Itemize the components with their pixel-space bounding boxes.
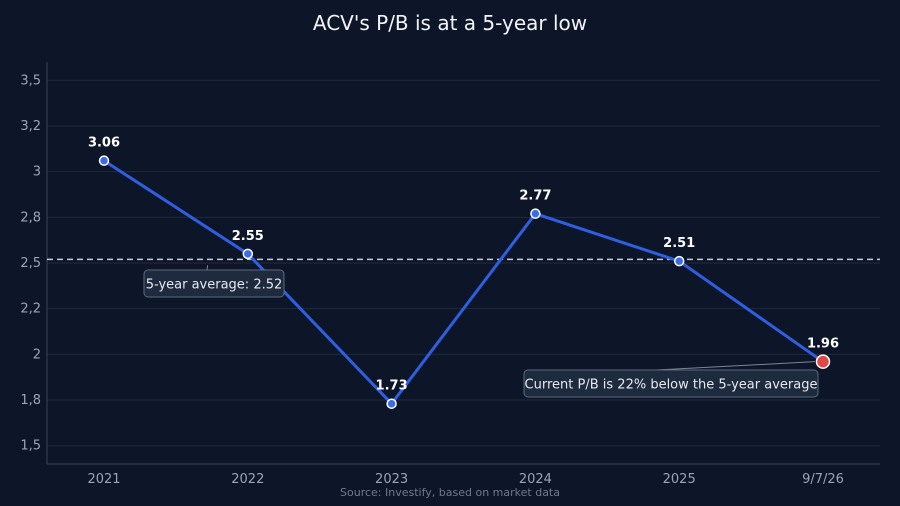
current-callout-text: Current P/B is 22% below the 5-year aver…	[525, 378, 818, 393]
y-tick-label: 3,2	[20, 119, 41, 134]
source-note: Source: Investify, based on market data	[340, 486, 560, 499]
data-label: 2.55	[232, 229, 264, 244]
y-tick-label: 2,2	[20, 302, 41, 317]
y-tick-label: 1,8	[20, 393, 41, 408]
data-labels: 3.06 2.55 1.73 2.77 2.51 1.96	[88, 136, 839, 394]
current-callout-box	[523, 369, 819, 398]
y-tick-label: 3,5	[20, 73, 41, 88]
y-tick-label: 2	[33, 347, 41, 362]
average-callout-text: 5-year average: 2.52	[146, 278, 283, 293]
x-tick-label: 2021	[87, 472, 120, 487]
data-label: 3.06	[88, 136, 120, 151]
average-callout-box	[143, 269, 285, 298]
current-point	[815, 354, 831, 369]
data-point	[98, 155, 110, 166]
y-tick-label: 1,5	[20, 439, 41, 454]
current-callout-arrow	[656, 361, 816, 371]
x-tick-label: 9/7/26	[802, 472, 844, 487]
data-point	[530, 208, 541, 219]
data-point	[673, 255, 685, 267]
grid	[47, 79, 880, 447]
average-callout-arrow	[206, 265, 209, 271]
x-tick-label: 2024	[519, 472, 552, 487]
data-label: 2.77	[519, 189, 551, 204]
data-point	[386, 398, 397, 409]
y-tick-label: 2,5	[20, 256, 41, 271]
series-line	[103, 159, 824, 406]
x-tick-label: 2023	[375, 472, 408, 487]
x-tick-label: 2022	[231, 472, 264, 487]
data-label: 2.51	[663, 236, 695, 251]
x-tick-label: 2025	[663, 472, 696, 487]
annotations: 5-year average: 2.52 Current P/B is 22% b…	[143, 265, 819, 398]
data-point	[242, 248, 254, 260]
data-label: 1.73	[376, 379, 408, 394]
y-tick-label: 2,8	[20, 210, 41, 225]
chart-title: ACV's P/B is at a 5-year low	[313, 11, 587, 35]
y-tick-label: 3	[33, 165, 41, 180]
y-axis: 1,5 1,8 2 2,2 2,5 2,8 3 3,2 3,5	[20, 62, 48, 464]
x-axis: 2021 2022 2023 2024 2025 9/7/26	[47, 463, 880, 487]
series	[98, 155, 831, 409]
data-label: 1.96	[807, 337, 839, 352]
